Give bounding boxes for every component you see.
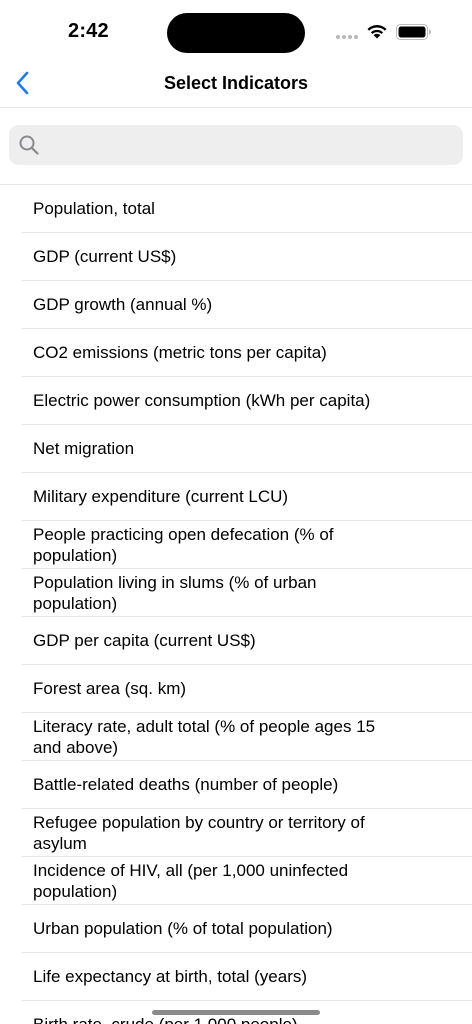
list-item-label: Population, total: [33, 199, 155, 218]
list-item-label: Literacy rate, adult total (% of people …: [33, 716, 376, 757]
battery-icon: [396, 24, 431, 40]
list-item[interactable]: GDP per capita (current US$): [22, 617, 472, 665]
list-item-label: Electric power consumption (kWh per capi…: [33, 391, 371, 410]
search-field[interactable]: [9, 125, 463, 165]
list-item[interactable]: GDP growth (annual %): [22, 281, 472, 329]
divider: [0, 184, 472, 185]
chevron-left-icon: [16, 71, 29, 95]
list-item[interactable]: Life expectancy at birth, total (years): [22, 953, 472, 1001]
search-input[interactable]: [46, 129, 450, 161]
back-button[interactable]: [6, 66, 40, 100]
list-item-label: Forest area (sq. km): [33, 679, 187, 698]
list-item[interactable]: CO2 emissions (metric tons per capita): [22, 329, 472, 377]
list-item[interactable]: Population, total: [22, 185, 472, 233]
list-item-label: Refugee population by country or territo…: [33, 812, 365, 853]
list-item[interactable]: Net migration: [22, 425, 472, 473]
list-item-label: GDP (current US$): [33, 247, 177, 266]
list-item[interactable]: Birth rate, crude (per 1,000 people): [22, 1001, 472, 1024]
list-item-label: GDP growth (annual %): [33, 295, 213, 314]
indicator-list: Population, total GDP (current US$) GDP …: [0, 185, 472, 1024]
list-item-label: GDP per capita (current US$): [33, 631, 256, 650]
list-item[interactable]: GDP (current US$): [22, 233, 472, 281]
list-item[interactable]: Incidence of HIV, all (per 1,000 uninfec…: [22, 857, 472, 905]
search-icon: [18, 134, 40, 156]
list-item[interactable]: People practicing open defecation (% of …: [22, 521, 472, 569]
list-item[interactable]: Refugee population by country or territo…: [22, 809, 472, 857]
list-item-label: People practicing open defecation (% of …: [33, 524, 334, 565]
cellular-signal-icon: [336, 35, 358, 39]
page-title: Select Indicators: [163, 73, 309, 93]
list-item[interactable]: Electric power consumption (kWh per capi…: [22, 377, 472, 425]
list-item[interactable]: Forest area (sq. km): [22, 665, 472, 713]
home-indicator: [152, 1010, 320, 1015]
list-item[interactable]: Literacy rate, adult total (% of people …: [22, 713, 472, 761]
status-time: 2:42: [68, 20, 109, 42]
list-item-label: Military expenditure (current LCU): [33, 487, 289, 506]
status-bar: 2:42: [0, 0, 472, 64]
list-item-label: Urban population (% of total population): [33, 919, 333, 938]
list-item-label: CO2 emissions (metric tons per capita): [33, 343, 327, 362]
list-item-label: Life expectancy at birth, total (years): [33, 967, 308, 986]
dynamic-island: [167, 13, 305, 53]
list-item[interactable]: Military expenditure (current LCU): [22, 473, 472, 521]
navigation-bar: Select Indicators: [0, 64, 472, 108]
list-item[interactable]: Battle-related deaths (number of people): [22, 761, 472, 809]
list-item-label: Population living in slums (% of urban p…: [33, 572, 317, 613]
list-item-label: Battle-related deaths (number of people): [33, 775, 339, 794]
list-item[interactable]: Urban population (% of total population): [22, 905, 472, 953]
wifi-icon: [367, 25, 387, 39]
list-item-label: Net migration: [33, 439, 135, 458]
list-item[interactable]: Population living in slums (% of urban p…: [22, 569, 472, 617]
list-item-label: Birth rate, crude (per 1,000 people): [22, 1014, 403, 1024]
list-item-label: Incidence of HIV, all (per 1,000 uninfec…: [33, 860, 349, 901]
